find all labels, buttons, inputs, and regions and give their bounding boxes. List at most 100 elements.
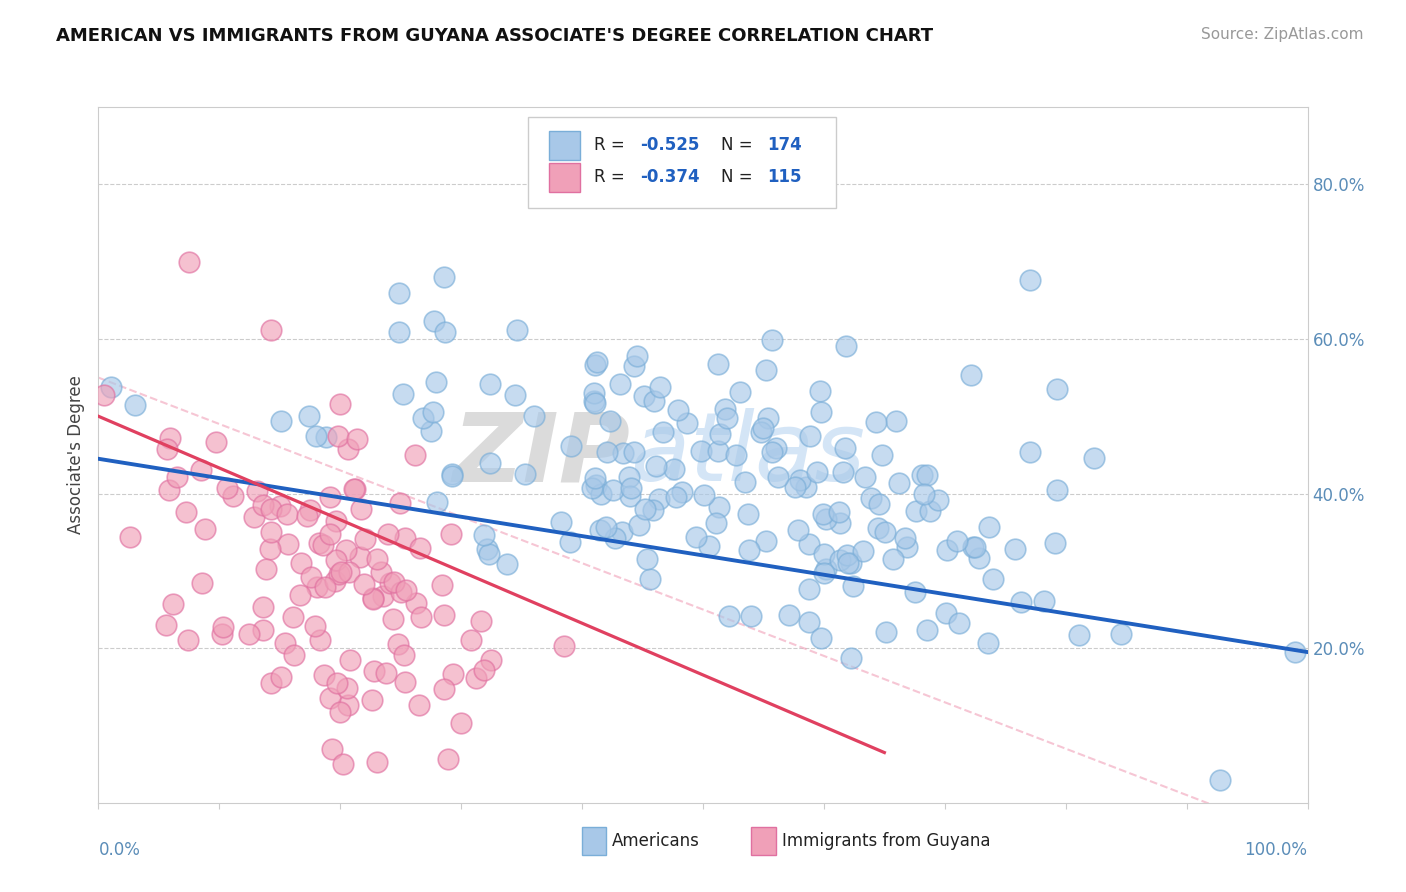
Point <box>363 664 385 678</box>
Point <box>314 668 336 682</box>
Point <box>361 591 384 606</box>
Point <box>865 415 887 429</box>
Point <box>814 562 837 576</box>
Point <box>440 467 463 482</box>
Point <box>868 497 890 511</box>
Point <box>662 461 685 475</box>
Point <box>756 410 779 425</box>
Point <box>441 468 464 483</box>
Point <box>810 631 832 645</box>
Point <box>830 516 852 530</box>
Point <box>707 357 730 371</box>
Text: 100.0%: 100.0% <box>1244 841 1308 859</box>
Point <box>704 516 727 530</box>
Point <box>93 388 115 402</box>
Point <box>1109 626 1132 640</box>
Point <box>496 557 519 571</box>
Point <box>377 527 399 541</box>
Point <box>273 636 295 650</box>
Point <box>409 610 432 624</box>
Point <box>339 565 361 579</box>
Point <box>839 650 862 665</box>
Point <box>100 380 122 394</box>
Point <box>835 548 858 562</box>
Point <box>387 637 409 651</box>
Point <box>388 285 411 300</box>
Point <box>190 462 212 476</box>
Point <box>339 653 361 667</box>
Point <box>734 475 756 489</box>
Point <box>596 445 619 459</box>
Point <box>472 528 495 542</box>
Point <box>716 410 738 425</box>
Point <box>852 544 875 558</box>
Point <box>623 445 645 459</box>
Point <box>685 530 707 544</box>
Point <box>585 478 607 492</box>
Point <box>260 323 283 337</box>
Text: -0.374: -0.374 <box>640 169 700 186</box>
Point <box>191 576 214 591</box>
Point <box>1043 536 1066 550</box>
Point <box>270 414 292 428</box>
Point <box>583 471 606 485</box>
Point <box>337 698 360 712</box>
Point <box>405 596 427 610</box>
Point <box>425 495 447 509</box>
Point <box>432 578 454 592</box>
Point <box>254 562 277 576</box>
Point <box>361 591 384 606</box>
Point <box>602 483 624 498</box>
Point <box>887 475 910 490</box>
Point <box>217 481 239 495</box>
Point <box>295 508 318 523</box>
Point <box>425 375 447 389</box>
Point <box>911 468 934 483</box>
Point <box>558 534 581 549</box>
Point <box>582 386 605 401</box>
Point <box>550 516 572 530</box>
Point <box>692 488 714 502</box>
Point <box>329 705 352 719</box>
Point <box>612 446 634 460</box>
Text: N =: N = <box>721 169 758 186</box>
Point <box>277 537 299 551</box>
Text: 0.0%: 0.0% <box>98 841 141 859</box>
Point <box>321 741 343 756</box>
Point <box>977 519 1000 533</box>
Point <box>433 682 456 697</box>
Point <box>370 566 392 580</box>
Point <box>389 496 412 510</box>
Point <box>409 541 432 555</box>
Point <box>749 425 772 439</box>
Point <box>603 532 626 546</box>
Point <box>124 398 146 412</box>
Point <box>671 484 693 499</box>
Point <box>343 482 366 496</box>
Point <box>335 542 357 557</box>
Point <box>962 540 984 554</box>
Point <box>361 692 384 706</box>
Point <box>308 536 330 550</box>
Point <box>581 481 603 495</box>
Text: 115: 115 <box>768 169 801 186</box>
Point <box>315 430 337 444</box>
Point <box>917 467 939 482</box>
Text: -0.525: -0.525 <box>640 136 700 154</box>
Point <box>422 405 444 419</box>
Point <box>841 557 863 571</box>
Point <box>1069 627 1091 641</box>
Point <box>755 363 778 377</box>
Point <box>325 514 347 528</box>
Point <box>652 425 675 440</box>
Point <box>318 490 340 504</box>
Point <box>875 525 897 540</box>
Point <box>260 502 283 516</box>
Point <box>1018 445 1040 459</box>
Point <box>395 583 418 598</box>
Point <box>389 585 412 599</box>
Point <box>162 598 184 612</box>
Point <box>177 632 200 647</box>
Point <box>799 615 821 630</box>
Point <box>977 635 1000 649</box>
